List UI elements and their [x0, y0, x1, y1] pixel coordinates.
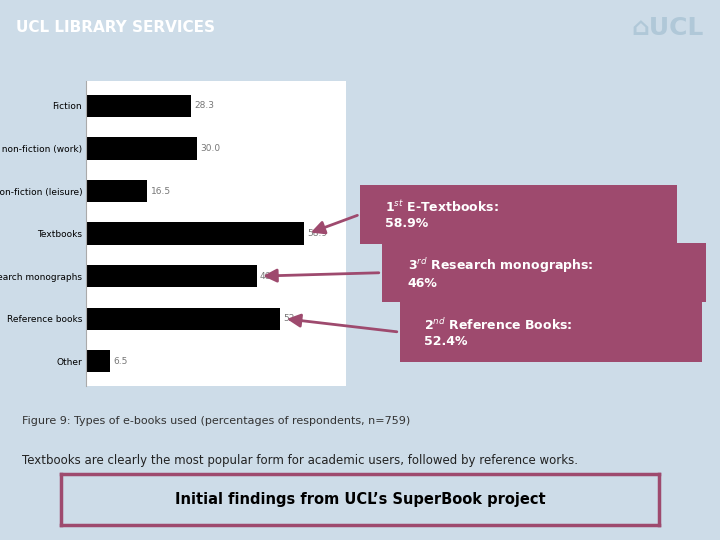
Text: 46.0: 46.0 — [260, 272, 279, 281]
Bar — [86, 180, 148, 202]
Text: 16.5: 16.5 — [150, 186, 171, 195]
Text: 52.4: 52.4 — [284, 314, 303, 323]
Text: 1$^{st}$ E-Textbooks:
58.9%: 1$^{st}$ E-Textbooks: 58.9% — [385, 199, 499, 230]
Bar — [86, 95, 192, 117]
Text: 3$^{rd}$ Research monographs:
46%: 3$^{rd}$ Research monographs: 46% — [408, 256, 593, 289]
Text: Textbooks are clearly the most popular form for academic users, followed by refe: Textbooks are clearly the most popular f… — [22, 454, 577, 467]
Bar — [86, 222, 305, 245]
Text: 2$^{nd}$ Reference Books:
52.4%: 2$^{nd}$ Reference Books: 52.4% — [424, 316, 572, 348]
Text: UCL LIBRARY SERVICES: UCL LIBRARY SERVICES — [16, 20, 215, 35]
Text: 6.5: 6.5 — [114, 357, 128, 366]
Text: 30.0: 30.0 — [200, 144, 220, 153]
Text: ⌂UCL: ⌂UCL — [631, 16, 704, 39]
Text: 28.3: 28.3 — [194, 102, 214, 110]
Bar — [86, 265, 257, 287]
Text: Figure 9: Types of e-books used (percentages of respondents, n=759): Figure 9: Types of e-books used (percent… — [22, 416, 410, 426]
Text: Initial findings from UCL’s SuperBook project: Initial findings from UCL’s SuperBook pr… — [175, 492, 545, 507]
Text: 58.9: 58.9 — [307, 229, 328, 238]
Bar — [86, 137, 197, 159]
Bar — [86, 350, 110, 372]
Bar — [86, 308, 280, 330]
